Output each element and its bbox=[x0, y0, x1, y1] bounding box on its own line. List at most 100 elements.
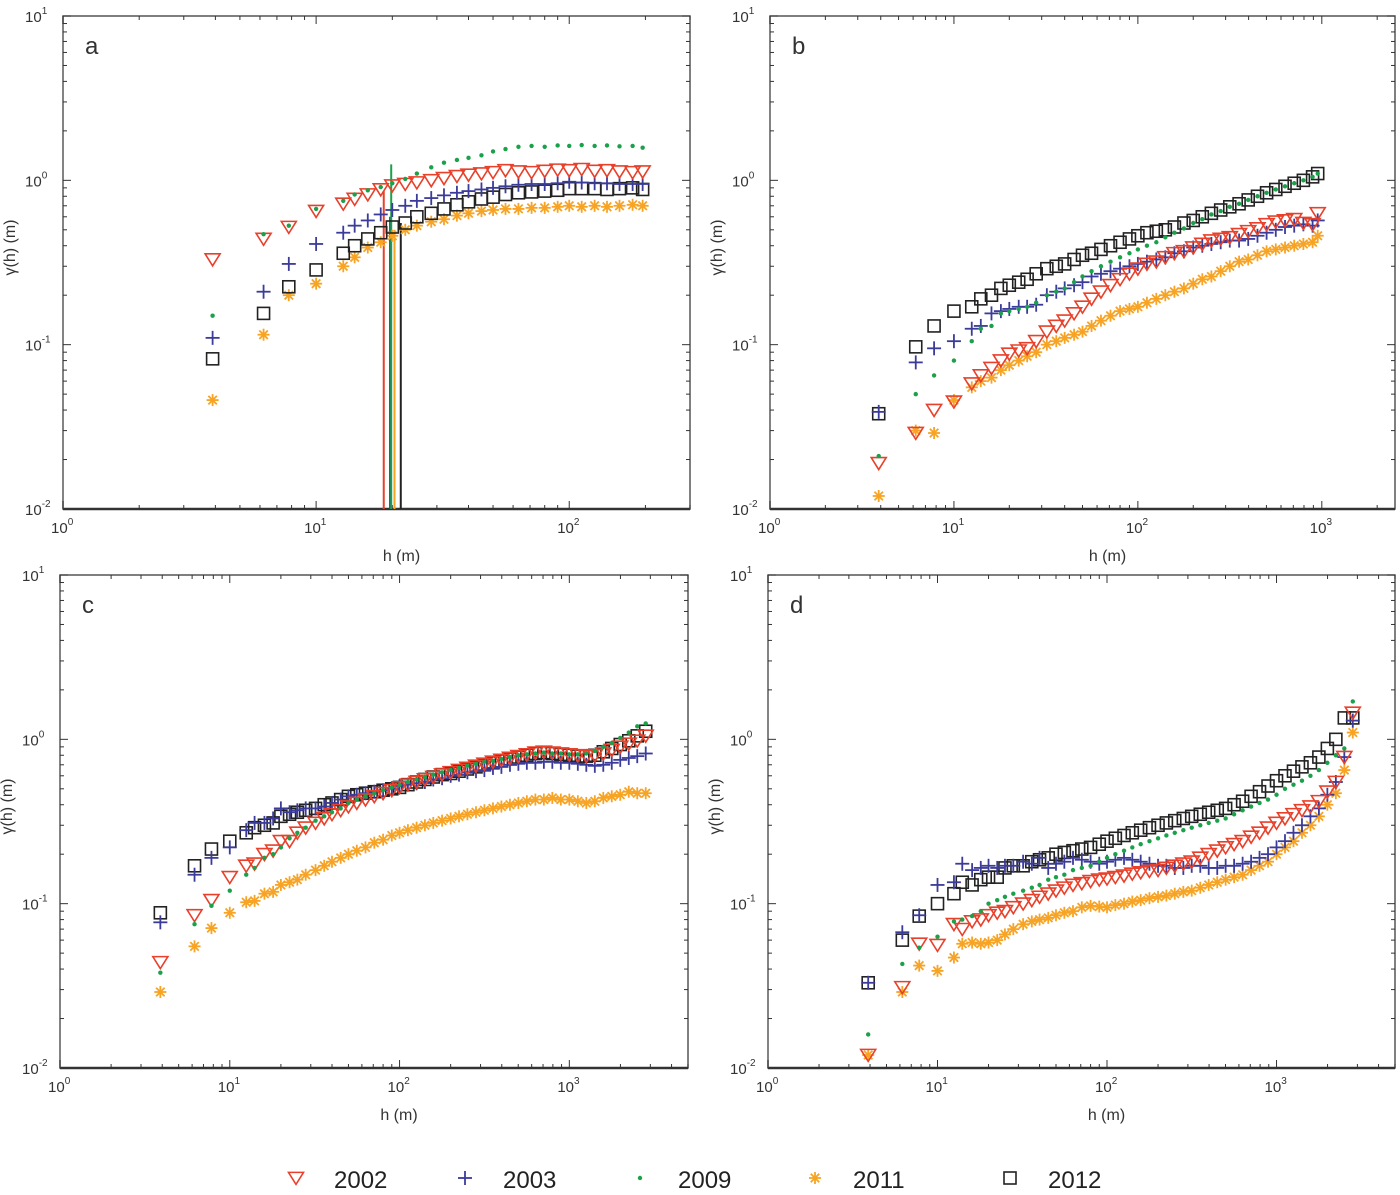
point-2009 bbox=[609, 740, 614, 746]
point-2011 bbox=[520, 795, 533, 808]
point-2002 bbox=[365, 789, 384, 805]
point-2002 bbox=[203, 253, 222, 268]
point-2003 bbox=[946, 875, 961, 890]
x-axis-label: h (m) bbox=[380, 1107, 417, 1124]
point-2002 bbox=[1064, 878, 1082, 893]
point-2011 bbox=[605, 790, 618, 803]
point-2012 bbox=[1269, 773, 1284, 788]
point-2009 bbox=[1104, 855, 1110, 861]
point-2002 bbox=[1027, 334, 1046, 350]
point-2002 bbox=[1239, 224, 1258, 240]
point-2002 bbox=[1326, 775, 1345, 790]
point-2003 bbox=[984, 306, 999, 321]
point-2002 bbox=[610, 165, 629, 180]
y-tick-label: 100 bbox=[732, 170, 755, 190]
point-2012 bbox=[309, 263, 323, 277]
point-2002 bbox=[522, 165, 541, 181]
point-2012 bbox=[336, 246, 351, 261]
point-2002 bbox=[1115, 869, 1133, 884]
point-2011 bbox=[1085, 319, 1098, 332]
point-2009 bbox=[1071, 279, 1077, 285]
point-2009 bbox=[1163, 235, 1168, 240]
point-2003 bbox=[604, 755, 619, 770]
point-2011 bbox=[240, 896, 253, 909]
y-tick-label: 10-1 bbox=[730, 894, 756, 914]
point-2011 bbox=[1185, 884, 1198, 897]
point-2002 bbox=[484, 165, 502, 181]
point-2011 bbox=[188, 940, 201, 953]
point-2003 bbox=[965, 863, 980, 878]
point-2003 bbox=[1176, 860, 1191, 875]
point-2003 bbox=[1125, 852, 1140, 867]
point-2009 bbox=[1024, 304, 1030, 309]
point-2002 bbox=[1092, 285, 1110, 300]
point-2002 bbox=[484, 755, 502, 770]
point-2011 bbox=[1118, 897, 1131, 910]
point-2011 bbox=[913, 959, 926, 972]
point-2009 bbox=[1121, 848, 1127, 853]
point-2012 bbox=[1067, 252, 1081, 267]
point-2003 bbox=[1294, 818, 1309, 833]
point-2003 bbox=[990, 860, 1005, 875]
point-2009 bbox=[252, 865, 257, 871]
point-2002 bbox=[334, 197, 353, 212]
point-2012 bbox=[1186, 213, 1201, 228]
point-2003 bbox=[498, 179, 513, 194]
series-2009 bbox=[158, 721, 648, 975]
point-2002 bbox=[450, 763, 468, 778]
point-2003 bbox=[930, 877, 945, 892]
point-2012 bbox=[1159, 816, 1174, 830]
point-2009 bbox=[1172, 830, 1177, 835]
point-2009 bbox=[1218, 208, 1223, 214]
point-2002 bbox=[628, 734, 647, 749]
point-2009 bbox=[1147, 838, 1152, 844]
point-2009 bbox=[1316, 767, 1322, 773]
point-2002 bbox=[1014, 897, 1033, 912]
point-2011 bbox=[580, 796, 593, 809]
point-2011 bbox=[348, 251, 361, 264]
point-2002 bbox=[1073, 300, 1092, 315]
point-2009 bbox=[1044, 292, 1050, 298]
point-2011 bbox=[337, 260, 350, 273]
series-2009 bbox=[210, 142, 645, 318]
point-2009 bbox=[1240, 808, 1245, 813]
point-2002 bbox=[1174, 244, 1193, 260]
point-2011 bbox=[974, 937, 987, 950]
point-2011 bbox=[325, 855, 338, 868]
y-tick-label: 100 bbox=[22, 729, 45, 749]
point-2002 bbox=[1276, 214, 1294, 229]
point-2011 bbox=[872, 489, 885, 502]
point-2009 bbox=[1070, 867, 1076, 873]
point-2002 bbox=[1309, 794, 1328, 810]
point-2002 bbox=[472, 167, 491, 182]
point-2002 bbox=[1230, 227, 1249, 243]
x-tick-label: 100 bbox=[756, 1076, 779, 1096]
point-2009 bbox=[913, 391, 918, 397]
x-tick-label: 101 bbox=[304, 517, 327, 537]
point-2002 bbox=[1156, 250, 1175, 266]
point-2003 bbox=[436, 188, 451, 203]
point-2009 bbox=[1325, 760, 1330, 765]
point-2011 bbox=[1025, 915, 1038, 928]
point-2003 bbox=[273, 801, 288, 816]
point-2002 bbox=[459, 168, 478, 183]
point-2011 bbox=[1211, 876, 1224, 889]
point-2011 bbox=[1311, 229, 1324, 242]
point-2003 bbox=[336, 225, 351, 240]
series-2003 bbox=[871, 213, 1325, 419]
point-2003 bbox=[1122, 259, 1137, 274]
panel-b: 100 101 102 103 10-2 10-1 100 101 h (m) γ(h) (m) b bbox=[709, 6, 1396, 565]
point-2009 bbox=[1236, 201, 1242, 206]
legend-label: 2012 bbox=[1048, 1167, 1101, 1194]
point-2009 bbox=[989, 323, 994, 329]
point-2011 bbox=[1219, 873, 1232, 886]
point-2011 bbox=[1076, 325, 1089, 338]
point-2009 bbox=[1033, 300, 1039, 305]
point-2002 bbox=[1120, 267, 1139, 282]
point-2012 bbox=[1337, 711, 1352, 725]
point-2009 bbox=[1172, 230, 1177, 235]
point-2009 bbox=[978, 326, 984, 331]
point-2012 bbox=[360, 232, 375, 246]
point-2012 bbox=[1201, 805, 1216, 820]
